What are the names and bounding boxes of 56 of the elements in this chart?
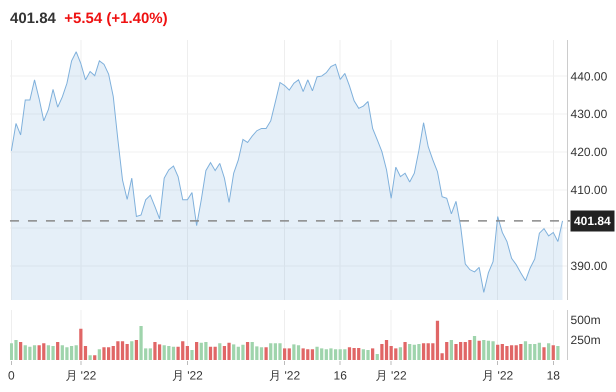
y-tick-label: 440.00	[570, 69, 608, 84]
bar	[472, 336, 476, 360]
y-tick-label: 430.00	[570, 107, 608, 122]
bar	[491, 341, 495, 360]
bar	[98, 349, 101, 360]
bar	[88, 355, 92, 360]
bar	[158, 344, 162, 360]
bar	[296, 345, 300, 360]
bar	[195, 342, 198, 360]
x-tick-label: 月 '22	[482, 368, 514, 382]
bar	[478, 340, 481, 360]
bar	[32, 345, 36, 360]
y-tick-label: 390.00	[570, 259, 608, 274]
bar	[227, 342, 231, 360]
x-tick-label: 月 '22	[65, 368, 97, 382]
chart-title: 401.84	[10, 10, 57, 27]
x-tick-label: 0	[8, 368, 16, 382]
bar	[51, 346, 55, 360]
bar	[218, 343, 222, 360]
bar	[153, 342, 157, 360]
ref-line-label: 401.84	[574, 214, 612, 228]
bar	[380, 344, 384, 360]
y-tick-label: 410.00	[570, 183, 608, 198]
chart-subtitle: +5.54 (+1.40%)	[64, 10, 168, 27]
bar	[130, 341, 134, 360]
bar	[292, 344, 296, 360]
bar	[371, 348, 374, 360]
bar	[376, 354, 379, 360]
y-tick-label: 500m	[570, 313, 601, 328]
bar	[134, 340, 138, 360]
bar	[93, 355, 96, 360]
x-tick-label: 月 '22	[376, 368, 407, 382]
bar	[398, 347, 402, 360]
x-tick-label: 月 '22	[172, 368, 204, 382]
bar	[547, 343, 550, 360]
bar	[19, 342, 22, 360]
bar	[524, 341, 528, 360]
x-tick-label: 16	[334, 368, 348, 382]
bar	[102, 347, 106, 360]
bar	[190, 350, 194, 360]
bar	[450, 340, 453, 360]
bar	[348, 347, 352, 360]
bar	[56, 342, 60, 360]
bar	[14, 340, 18, 360]
bar	[222, 346, 226, 360]
x-tick-label: 月 '22	[269, 368, 300, 382]
bar	[403, 342, 407, 360]
bar	[552, 345, 555, 360]
y-tick-label: 420.00	[570, 145, 608, 160]
x-tick-label: 18	[546, 368, 560, 382]
y-tick-label: 250m	[570, 333, 601, 348]
bar	[246, 342, 250, 360]
bar	[264, 347, 268, 360]
bar	[556, 346, 560, 360]
bar	[46, 345, 50, 360]
bar	[542, 347, 546, 360]
